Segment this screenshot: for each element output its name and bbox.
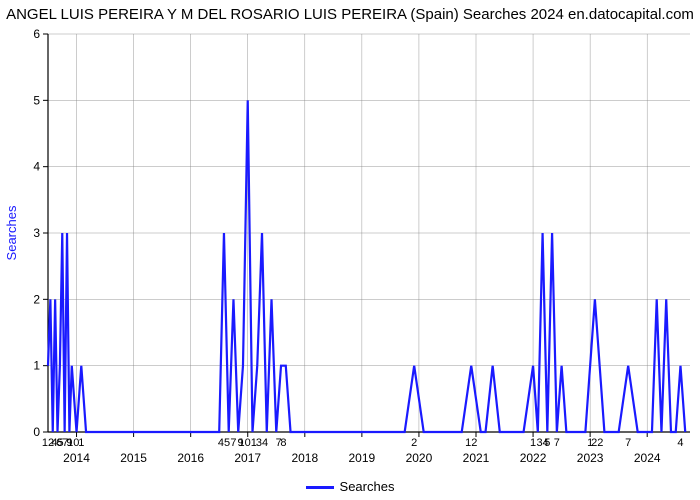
svg-text:2019: 2019 (349, 451, 376, 465)
svg-text:7: 7 (230, 437, 236, 449)
svg-text:3: 3 (33, 226, 40, 240)
svg-text:12: 12 (465, 437, 477, 449)
svg-text:6: 6 (33, 27, 40, 41)
svg-text:4: 4 (677, 437, 683, 449)
svg-text:101: 101 (239, 437, 257, 449)
svg-text:2022: 2022 (520, 451, 547, 465)
svg-text:2014: 2014 (63, 451, 90, 465)
svg-text:2020: 2020 (406, 451, 433, 465)
svg-text:0: 0 (33, 425, 40, 439)
svg-text:2016: 2016 (177, 451, 204, 465)
svg-text:1: 1 (530, 437, 536, 449)
svg-text:5: 5 (33, 93, 40, 107)
svg-text:5: 5 (544, 437, 550, 449)
svg-text:4: 4 (33, 160, 40, 174)
legend-swatch (306, 486, 334, 489)
svg-text:2024: 2024 (634, 451, 661, 465)
svg-text:2021: 2021 (463, 451, 490, 465)
svg-text:2: 2 (411, 437, 417, 449)
svg-text:Searches: Searches (4, 205, 19, 260)
svg-text:2017: 2017 (234, 451, 261, 465)
svg-text:2023: 2023 (577, 451, 604, 465)
svg-text:1: 1 (33, 359, 40, 373)
svg-text:34: 34 (256, 437, 268, 449)
legend-label: Searches (340, 479, 395, 494)
svg-text:2015: 2015 (120, 451, 147, 465)
svg-text:45: 45 (218, 437, 230, 449)
svg-text:7: 7 (554, 437, 560, 449)
legend: Searches (0, 479, 700, 494)
svg-text:7: 7 (625, 437, 631, 449)
chart-title: ANGEL LUIS PEREIRA Y M DEL ROSARIO LUIS … (0, 6, 700, 23)
svg-text:1: 1 (78, 437, 84, 449)
svg-text:2018: 2018 (291, 451, 318, 465)
svg-text:8: 8 (280, 437, 286, 449)
svg-text:2: 2 (33, 292, 40, 306)
svg-text:22: 22 (591, 437, 603, 449)
searches-chart: 0123456201420152016201720182019202020212… (0, 0, 700, 500)
